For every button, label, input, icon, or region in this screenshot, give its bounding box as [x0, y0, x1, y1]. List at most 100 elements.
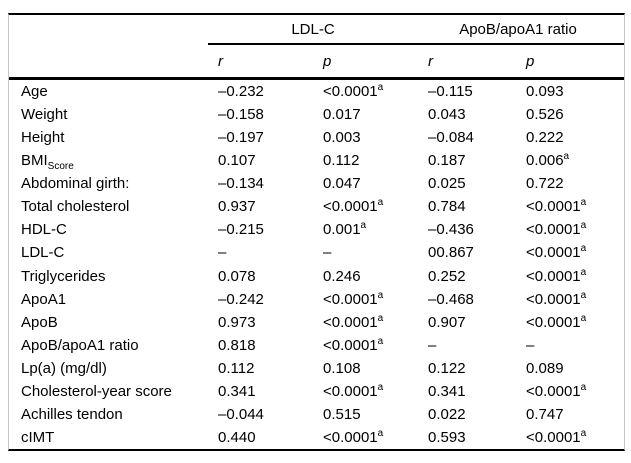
table-row: Weight –0.158 0.017 0.043 0.526 [9, 103, 624, 126]
value: 0.022 [428, 405, 466, 423]
value: –0.197 [218, 129, 264, 147]
value: 0.222 [526, 129, 564, 147]
value: 0.526 [526, 106, 564, 124]
subheader-apo-r: r [428, 52, 433, 70]
table-row: Age –0.232 <0.0001a –0.115 0.093 [9, 80, 624, 103]
value: 0.440 [218, 428, 256, 446]
value: <0.0001 [323, 313, 378, 331]
cell-apo-p: <0.0001a [516, 267, 624, 285]
row-label: Lp(a) (mg/dl) [9, 360, 208, 377]
value: <0.0001 [526, 313, 581, 331]
group-header-row: LDL-C ApoB/apoA1 ratio [9, 15, 624, 43]
cell-apo-p: <0.0001a [516, 428, 624, 446]
value: 0.246 [323, 267, 361, 285]
cell-ldl-p: 0.047 [313, 175, 418, 192]
cell-apo-r: –0.436 [418, 221, 516, 238]
value: <0.0001 [526, 428, 581, 446]
cell-apo-r: 0.187 [418, 152, 516, 169]
group-header-ldl-c: LDL-C [291, 20, 335, 38]
subheader-ldl-r: r [218, 52, 223, 70]
value: – [218, 244, 227, 262]
value: <0.0001 [526, 382, 581, 400]
cell-ldl-r: –0.197 [208, 129, 313, 146]
row-label-text: Weight [21, 106, 68, 124]
row-label-text: Total cholesterol [21, 198, 130, 216]
value: 00.867 [428, 244, 474, 262]
footnote-marker: a [360, 220, 367, 232]
row-label: cIMT [9, 429, 208, 446]
value: 0.593 [428, 428, 466, 446]
value: <0.0001 [526, 221, 581, 239]
cell-apo-r: –0.468 [418, 291, 516, 308]
row-label: Triglycerides [9, 268, 208, 285]
footnote-marker: a [580, 220, 587, 232]
value: 0.122 [428, 359, 466, 377]
cell-apo-r: 0.043 [418, 106, 516, 123]
cell-apo-p: 0.526 [516, 106, 624, 123]
group-header-spanner-rule [208, 43, 624, 45]
cell-ldl-r: –0.215 [208, 221, 313, 238]
footnote-marker: a [377, 289, 384, 301]
value: 0.907 [428, 313, 466, 331]
cell-ldl-r: 0.440 [208, 429, 313, 446]
cell-apo-p: <0.0001a [516, 313, 624, 331]
cell-ldl-r: 0.973 [208, 314, 313, 331]
row-label-text: Abdominal girth: [21, 175, 130, 193]
cell-apo-p: 0.006a [516, 151, 624, 170]
value: <0.0001 [526, 290, 581, 308]
footnote-marker: a [580, 197, 587, 209]
footnote-marker: a [563, 151, 570, 163]
cell-ldl-p: 0.017 [313, 106, 418, 123]
value: 0.937 [218, 198, 256, 216]
value: 0.973 [218, 313, 256, 331]
row-label: Total cholesterol [9, 198, 208, 215]
value: 0.093 [526, 83, 564, 101]
row-label: Achilles tendon [9, 406, 208, 423]
cell-ldl-r: 0.937 [208, 198, 313, 215]
value: <0.0001 [526, 267, 581, 285]
cell-apo-p: – [516, 337, 624, 354]
row-label-text: BMI [21, 152, 48, 170]
cell-apo-p: <0.0001a [516, 290, 624, 308]
cell-apo-r: 00.867 [418, 244, 516, 261]
cell-apo-p: 0.089 [516, 360, 624, 377]
value: – [526, 336, 535, 354]
cell-ldl-p: <0.0001a [313, 83, 418, 101]
table-row: Achilles tendon –0.044 0.515 0.022 0.747 [9, 403, 624, 426]
value: –0.044 [218, 405, 264, 423]
value: 0.515 [323, 405, 361, 423]
value: –0.134 [218, 175, 264, 193]
row-label: Weight [9, 106, 208, 123]
value: 0.722 [526, 175, 564, 193]
value: 0.112 [323, 152, 360, 170]
value: 0.341 [428, 382, 466, 400]
table-row: Total cholesterol 0.937 <0.0001a 0.784 <… [9, 195, 624, 218]
table-row: cIMT 0.440 <0.0001a 0.593 <0.0001a [9, 426, 624, 449]
cell-apo-r: – [418, 337, 516, 354]
cell-ldl-p: – [313, 244, 418, 261]
cell-apo-r: 0.252 [418, 268, 516, 285]
value: 0.108 [323, 359, 361, 377]
value: 0.001 [323, 221, 361, 239]
row-label: ApoB/apoA1 ratio [9, 337, 208, 354]
cell-ldl-r: – [208, 244, 313, 261]
value: 0.089 [526, 359, 564, 377]
value: 0.107 [218, 152, 256, 170]
value: – [323, 244, 332, 262]
cell-apo-r: 0.784 [418, 198, 516, 215]
row-label: LDL-C [9, 244, 208, 261]
value: <0.0001 [323, 428, 378, 446]
row-label-text: ApoB/apoA1 ratio [21, 336, 139, 354]
table-row: ApoB 0.973 <0.0001a 0.907 <0.0001a [9, 311, 624, 334]
value: 0.025 [428, 175, 466, 193]
row-label-text: Height [21, 129, 65, 147]
cell-apo-r: 0.341 [418, 383, 516, 400]
value: 0.341 [218, 382, 256, 400]
correlation-table: LDL-C ApoB/apoA1 ratio r p r p Age –0.23… [8, 13, 625, 451]
cell-ldl-p: 0.112 [313, 152, 418, 169]
table-row: ApoB/apoA1 ratio 0.818 <0.0001a – – [9, 334, 624, 357]
row-label: Abdominal girth: [9, 175, 208, 192]
footnote-marker: a [377, 335, 384, 347]
row-label: HDL-C [9, 221, 208, 238]
cell-ldl-r: –0.242 [208, 291, 313, 308]
